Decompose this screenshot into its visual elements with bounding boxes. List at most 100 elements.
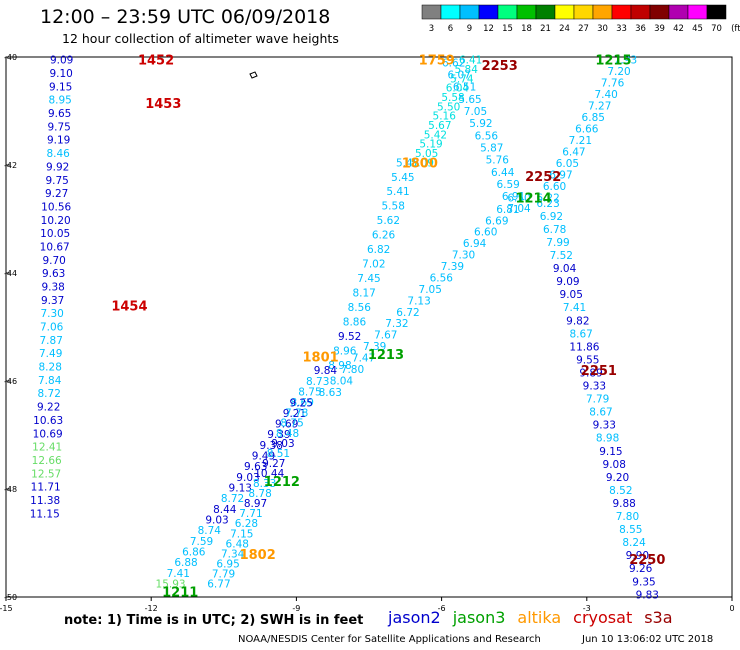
pass-label: 1453 [145, 97, 181, 112]
pass-label: 2252 [525, 170, 561, 185]
track-value: 9.38 [41, 282, 64, 294]
track-value: 9.37 [41, 295, 64, 307]
track-value: 8.78 [248, 488, 271, 500]
track-value: 7.04 [507, 203, 531, 215]
track-value: 7.99 [546, 237, 569, 249]
colorbar-tick-label: 21 [540, 24, 551, 34]
track-value: 5.05 [415, 148, 438, 160]
track-value: 11.38 [30, 495, 60, 507]
track-value: 7.78 [285, 408, 308, 420]
legend-jason3: jason3 [452, 608, 506, 627]
colorbar-tick-label: 9 [467, 24, 472, 34]
page-subtitle: 12 hour collection of altimeter wave hei… [62, 31, 339, 46]
track-value: 9.21 [283, 408, 306, 420]
axes: -15 -12 -9 -6 -3 0 -40 -42 -44 -46 -48 -50 [0, 53, 735, 613]
track-value: 5.45 [396, 157, 419, 169]
track-value: 5.67 [428, 120, 451, 132]
track-value: 9.65 [48, 108, 71, 120]
y-tick-label: -40 [4, 53, 17, 62]
track-value: 5.62 [377, 215, 400, 227]
track-value: 9.15 [49, 81, 72, 93]
colorbar-tick-label: 15 [502, 24, 513, 34]
track-value: 7.13 [407, 295, 430, 307]
track-value: 7.67 [374, 330, 397, 342]
track-value: 6.78 [543, 224, 566, 236]
track-value: 9.27 [45, 188, 68, 200]
track-value: 9.08 [603, 459, 626, 471]
track-value: 9.49 [252, 451, 275, 463]
track-value: 9.09 [556, 276, 579, 288]
legend-s3a: s3a [644, 608, 673, 627]
track-value: 8.28 [39, 362, 62, 374]
track-value: 9.09 [50, 55, 73, 67]
pass-label: 2250 [629, 553, 665, 568]
track-value: 6.56 [475, 130, 499, 142]
track-value: 6.41 [459, 55, 482, 67]
pass-label: 1759 [419, 54, 455, 69]
track-value: 7.21 [569, 135, 592, 147]
track-value: 7.87 [40, 335, 63, 347]
track-value: 9.39 [267, 429, 290, 441]
track-value: 7.30 [40, 308, 63, 320]
pass-label: 1213 [368, 348, 404, 363]
track-value: 5.16 [433, 111, 457, 123]
track-value: 9.33 [593, 420, 616, 432]
colorbar-tick-label: 33 [616, 24, 627, 34]
track-value: 5.45 [391, 172, 414, 184]
colorbar-tick-label: 12 [483, 24, 494, 34]
track-value: 10.44 [254, 468, 284, 480]
track-value: 9.82 [566, 315, 589, 327]
track-value: 9.84 [314, 365, 338, 377]
track-value: 7.20 [607, 66, 630, 78]
track-value: 9.83 [636, 589, 659, 601]
colorbar-tick-label: 70 [711, 24, 722, 34]
track-value: 6.60 [543, 181, 566, 193]
track-value: 8.51 [267, 448, 290, 460]
track-value: 7.49 [39, 348, 62, 360]
track-value: 6.92 [540, 211, 563, 223]
pass-labels: 1452 1453 1454 1759 1800 1801 1802 2253 2252 2251… [111, 54, 665, 601]
colorbar-tick-label: 36 [635, 24, 646, 34]
track-value: 6.72 [396, 307, 419, 319]
track-value: 7.41 [563, 302, 586, 314]
track-value: 5.58 [382, 201, 405, 213]
track-value: 6.23 [536, 198, 559, 210]
track-value: 6.77 [207, 579, 230, 591]
colorbar-tick-label: 45 [692, 24, 703, 34]
track-value: 8.33 [253, 478, 276, 490]
track-value: 9.15 [599, 446, 622, 458]
track-value: 8.98 [328, 360, 351, 372]
track-value: 8.72 [221, 493, 244, 505]
pass-label: 1800 [402, 156, 438, 171]
colorbar-tick-label: 3 [429, 24, 434, 34]
track-value: 8.72 [38, 388, 61, 400]
track-value: 6.82 [367, 244, 390, 256]
track-value: 6.07 [447, 70, 470, 82]
pass-label: 1215 [595, 54, 631, 69]
track-value: 9.03 [236, 472, 259, 484]
track-value: 7.84 [38, 375, 62, 387]
pass-label: 1801 [303, 351, 339, 366]
footer-note: note: 1) Time is in UTC; 2) SWH is in fe… [64, 613, 364, 628]
legend-altika: altika [517, 608, 562, 627]
colorbar-tick-label: (ft) [731, 24, 740, 34]
track-value: 12.41 [32, 442, 62, 454]
track-value: 7.32 [385, 318, 408, 330]
track-value: 6.97 [549, 169, 572, 181]
track-value: 8.73 [306, 376, 329, 388]
pass-label: 2253 [482, 59, 518, 74]
track-value: 7.02 [362, 259, 385, 271]
track-value: 7.15 [230, 528, 253, 540]
track-value: 7.41 [167, 568, 190, 580]
track-value: 9.26 [629, 563, 653, 575]
colorbar-swatch [706, 4, 727, 20]
track-value: 6.50 [507, 192, 530, 204]
track-value: 7.05 [464, 106, 487, 118]
colorbar-tick-label: 39 [654, 24, 665, 34]
x-tick-label: -12 [145, 604, 158, 613]
y-tick-label: -44 [4, 269, 17, 278]
x-tick-label: -6 [438, 604, 446, 613]
track-value: 9.20 [606, 472, 629, 484]
track-value: 7.34 [221, 548, 245, 560]
track-value: 6.81 [496, 204, 519, 216]
